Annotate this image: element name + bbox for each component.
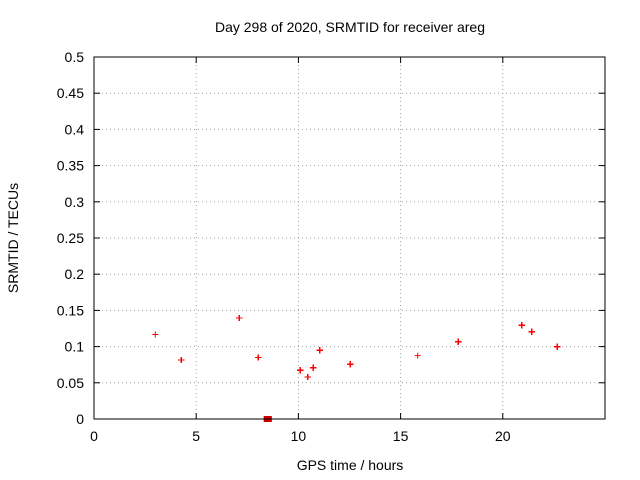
y-tick-label: 0.15 — [57, 302, 84, 318]
x-tick-label: 20 — [495, 428, 511, 444]
data-point — [455, 338, 462, 345]
x-tick-labels: 0 5 10 15 20 — [90, 428, 511, 444]
data-points — [152, 315, 561, 380]
data-point — [528, 328, 535, 335]
x-tick-label: 15 — [393, 428, 409, 444]
data-point — [152, 331, 159, 338]
y-tick-label: 0.5 — [65, 49, 85, 65]
data-point — [414, 352, 421, 359]
x-tick-label: 10 — [291, 428, 307, 444]
y-tick-label: 0.05 — [57, 375, 84, 391]
y-tick-labels: 0 0.05 0.1 0.15 0.2 0.25 0.3 0.35 0.4 0.45 0.5 — [57, 49, 84, 427]
x-axis-label: GPS time / hours — [297, 457, 404, 473]
chart-title: Day 298 of 2020, SRMTID for receiver are… — [215, 19, 485, 35]
y-tick-label: 0.4 — [65, 121, 85, 137]
data-point — [178, 356, 185, 363]
y-tick-label: 0 — [76, 411, 84, 427]
axis-ticks — [93, 56, 605, 420]
data-point — [255, 354, 262, 361]
y-tick-label: 0.1 — [65, 339, 85, 355]
data-point — [310, 364, 317, 371]
y-tick-label: 0.2 — [65, 266, 85, 282]
y-axis-label: SRMTID / TECUs — [5, 183, 21, 293]
data-point — [304, 373, 311, 380]
y-tick-label: 0.35 — [57, 158, 84, 174]
grid-lines — [94, 57, 605, 419]
data-point — [316, 347, 323, 354]
x-tick-label: 5 — [192, 428, 200, 444]
x-tick-label: 0 — [90, 428, 98, 444]
data-point — [236, 315, 243, 322]
y-tick-label: 0.25 — [57, 230, 84, 246]
data-point — [297, 367, 304, 374]
data-point — [347, 361, 354, 368]
y-tick-label: 0.3 — [65, 194, 85, 210]
y-tick-label: 0.45 — [57, 85, 84, 101]
data-point — [518, 322, 525, 329]
data-point — [554, 343, 561, 350]
